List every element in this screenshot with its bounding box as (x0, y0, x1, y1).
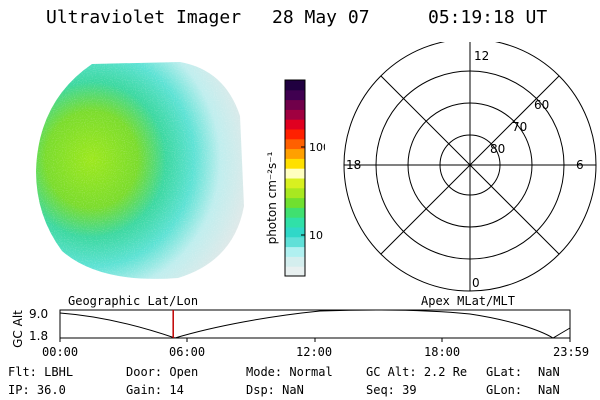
colorbar-segment (285, 158, 305, 169)
timeline-xtick-1200: 12:00 (296, 345, 333, 359)
info-mode-label: Mode: (246, 365, 283, 379)
info-gain-label: Gain: (126, 383, 163, 397)
info-dsp: Dsp: NaN (246, 383, 304, 397)
info-door: Door: Open (126, 365, 198, 379)
info-seq: Seq: 39 (366, 383, 417, 397)
colorbar-segment (285, 266, 305, 277)
colorbar-tick-10: 10 (309, 229, 323, 242)
info-glat: GLat: NaN (486, 365, 560, 379)
info-mode: Mode: Normal (246, 365, 333, 379)
info-flt-value: LBHL (44, 365, 74, 379)
colorbar-segment (285, 80, 305, 91)
colorbar-segment (285, 148, 305, 159)
timeline-ytick-top: 9.0 (29, 307, 48, 321)
timeline-frame (59, 309, 571, 339)
colorbar-segment (285, 109, 305, 120)
info-dsp-value: NaN (282, 383, 304, 397)
colorbar-segment (285, 187, 305, 199)
colorbar-segment (285, 99, 305, 110)
timeline-xtick-0600: 06:00 (169, 345, 206, 359)
mlt-label-0: 0 (472, 276, 480, 290)
colorbar-tick-100: 100 (309, 141, 325, 154)
timeline-xtick-1800: 18:00 (424, 345, 461, 359)
info-flt-label: Flt: (8, 365, 37, 379)
colorbar-segment (285, 207, 305, 218)
info-gain: Gain: 14 (126, 383, 184, 397)
colorbar-segment (285, 119, 305, 130)
mlat-label-80: 80 (490, 142, 505, 156)
mlat-label-70: 70 (512, 120, 527, 134)
info-ip-label: IP: (8, 383, 30, 397)
info-gain-value: 14 (169, 383, 184, 397)
mlt-label-6: 6 (576, 158, 584, 172)
polar-grid: 12 0 18 6 60 70 80 (343, 42, 597, 292)
info-mode-value: Normal (289, 365, 333, 379)
info-dsp-label: Dsp: (246, 383, 275, 397)
colorbar: 100 10 photon cm⁻²s⁻¹ (265, 79, 325, 277)
info-door-label: Door: (126, 365, 163, 379)
colorbar-segment (285, 89, 305, 101)
mlt-label-18: 18 (346, 158, 361, 172)
info-glon: GLon: NaN (486, 383, 560, 397)
info-seq-label: Seq: (366, 383, 395, 397)
info-flt: Flt: LBHL (8, 365, 73, 379)
info-glon-label: GLon: (486, 383, 523, 397)
mlt-label-12: 12 (474, 49, 489, 63)
colorbar-segment (285, 197, 305, 208)
colorbar-segment (285, 236, 305, 248)
timeline-xtick-0000: 00:00 (42, 345, 79, 359)
info-glat-value: NaN (538, 365, 560, 379)
timeline-ytick-bottom: 1.8 (29, 329, 48, 343)
info-door-value: Open (169, 365, 199, 379)
colorbar-segment (285, 129, 305, 140)
time-label: 05:19:18 UT (428, 7, 548, 28)
colorbar-segment (285, 168, 305, 179)
info-glon-value: NaN (538, 383, 560, 397)
earth-image (36, 62, 244, 279)
colorbar-segment (285, 138, 305, 150)
timeline-xtick-2359: 23:59 (553, 345, 590, 359)
polar-diagonal-2 (380, 75, 560, 255)
colorbar-segment (285, 178, 305, 189)
info-gcalt-value: 2.2 Re (423, 365, 468, 379)
colorbar-segment (285, 217, 305, 228)
colorbar-segment (285, 246, 305, 257)
colorbar-label: photon cm⁻²s⁻¹ (265, 151, 279, 244)
apex-mlat-label: Apex MLat/MLT (421, 294, 515, 308)
timeline-axis-title: GC Alt (11, 310, 25, 348)
date-label: 28 May 07 (272, 7, 370, 28)
info-ip-value: 36.0 (36, 383, 66, 397)
info-gcalt-label: GC Alt: (366, 365, 417, 379)
info-seq-value: 39 (402, 383, 417, 397)
info-gcalt: GC Alt: 2.2 Re (366, 365, 467, 379)
info-glat-label: GLat: (486, 365, 523, 379)
info-ip: IP: 36.0 (8, 383, 66, 397)
geo-latlon-label: Geographic Lat/Lon (68, 294, 199, 308)
colorbar-segment (285, 227, 305, 238)
instrument-title: Ultraviolet Imager (46, 7, 242, 28)
colorbar-segment (285, 256, 305, 267)
altitude-timeline: GC Alt 9.0 1.8 (11, 307, 571, 348)
mlat-label-60: 60 (534, 98, 549, 112)
altitude-curve (59, 309, 571, 339)
